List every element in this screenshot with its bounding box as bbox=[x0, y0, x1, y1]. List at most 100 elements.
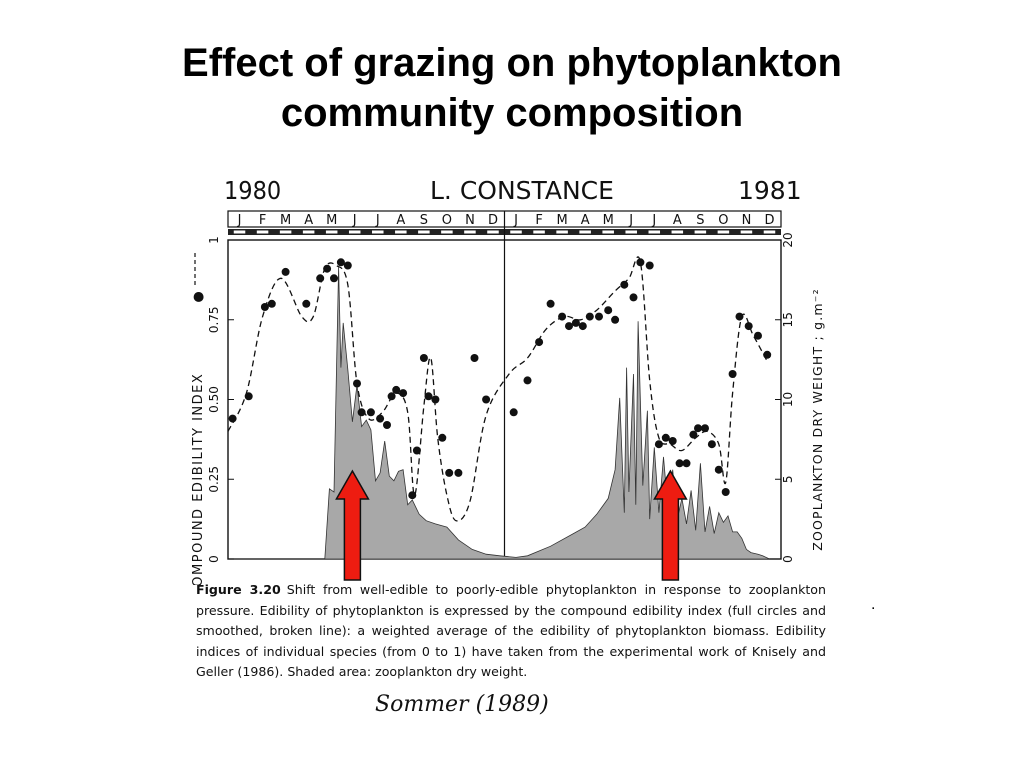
month-label: J bbox=[375, 213, 380, 228]
edibility-point bbox=[431, 395, 440, 404]
sampling-bar-gap bbox=[441, 230, 453, 234]
edibility-point bbox=[383, 421, 391, 429]
month-label: J bbox=[237, 213, 242, 228]
left-axis-symbol: ● bbox=[191, 291, 206, 302]
edibility-point bbox=[645, 261, 654, 270]
sampling-bar-gap bbox=[348, 230, 361, 234]
edibility-point bbox=[366, 408, 375, 417]
edibility-point bbox=[343, 261, 352, 270]
edibility-point bbox=[585, 312, 594, 321]
caption-label: Figure 3.20 bbox=[196, 582, 281, 597]
figure: 1980 L. CONSTANCE 1981 J F M A M J J A S O N D J F M A M J J A… bbox=[180, 165, 835, 725]
red-arrow-annotation bbox=[653, 469, 688, 581]
month-label: F bbox=[535, 213, 542, 228]
edibility-point bbox=[675, 459, 684, 468]
sampling-bar-gap bbox=[671, 230, 684, 234]
edibility-point bbox=[399, 389, 408, 398]
edibility-point bbox=[482, 395, 491, 404]
sampling-bar-gap bbox=[302, 230, 315, 234]
edibility-point bbox=[595, 312, 603, 321]
edibility-point bbox=[694, 424, 702, 433]
left-tick-label: 0.75 bbox=[207, 306, 221, 333]
citation-signature: Sommer (1989) bbox=[375, 692, 549, 717]
month-label: J bbox=[651, 213, 656, 228]
sampling-bar-gap bbox=[625, 230, 637, 234]
month-label: O bbox=[718, 213, 728, 228]
edibility-point bbox=[419, 354, 428, 362]
edibility-point bbox=[668, 437, 677, 445]
edibility-point bbox=[330, 274, 338, 283]
year-left-label: 1980 bbox=[224, 176, 281, 205]
sampling-bar-gap bbox=[717, 230, 730, 234]
zooplankton-area bbox=[228, 267, 770, 560]
month-label: M bbox=[556, 213, 567, 228]
sampling-bar-gap bbox=[418, 230, 430, 234]
sampling-bar-gap bbox=[763, 230, 776, 234]
month-label: M bbox=[326, 213, 337, 228]
edibility-point bbox=[728, 370, 737, 378]
edibility-point bbox=[754, 331, 762, 340]
edibility-point bbox=[707, 440, 716, 449]
edibility-point bbox=[357, 408, 366, 417]
sampling-bar-gap bbox=[533, 230, 545, 234]
month-label: A bbox=[304, 213, 313, 228]
edibility-point bbox=[445, 468, 454, 477]
edibility-point bbox=[611, 315, 620, 324]
month-label: S bbox=[696, 213, 704, 228]
sampling-bar-gap bbox=[487, 230, 499, 234]
edibility-point bbox=[244, 392, 253, 401]
month-label: M bbox=[603, 213, 614, 228]
month-label: D bbox=[488, 213, 498, 228]
edibility-point bbox=[470, 354, 479, 362]
sampling-bar-gap bbox=[279, 230, 292, 234]
sampling-bar-gap bbox=[740, 230, 753, 234]
edibility-point bbox=[353, 379, 361, 388]
edibility-point bbox=[714, 465, 723, 474]
month-label: A bbox=[673, 213, 682, 228]
right-tick-label: 10 bbox=[781, 392, 795, 407]
left-tick-label: 0.25 bbox=[207, 466, 221, 493]
left-tick-label: 0.50 bbox=[207, 386, 221, 413]
figure-caption: Figure 3.20 Shift from well-edible to poo… bbox=[196, 580, 826, 683]
sampling-bar-gap bbox=[579, 230, 591, 234]
stray-mark: . bbox=[871, 596, 876, 613]
month-label: D bbox=[764, 213, 774, 228]
sampling-bar-gap bbox=[510, 230, 522, 234]
edibility-point bbox=[661, 433, 670, 442]
right-tick-label: 20 bbox=[781, 232, 795, 247]
right-tick-label: 0 bbox=[781, 555, 795, 563]
edibility-point bbox=[260, 303, 269, 311]
left-axis-label: COMPOUND EDIBILITY INDEX bbox=[191, 373, 206, 585]
edibility-point bbox=[654, 440, 663, 449]
edibility-point bbox=[629, 293, 638, 302]
month-label: O bbox=[442, 213, 452, 228]
edibility-point bbox=[535, 338, 544, 347]
month-label: M bbox=[280, 213, 291, 228]
month-label: S bbox=[420, 213, 428, 228]
right-axis-label: ZOOPLANKTON DRY WEIGHT ; g.m⁻² bbox=[810, 288, 825, 551]
edibility-point bbox=[620, 280, 629, 289]
month-label: A bbox=[396, 213, 405, 228]
edibility-point bbox=[701, 424, 709, 433]
edibility-point bbox=[689, 430, 698, 439]
edibility-point bbox=[438, 433, 447, 442]
edibility-point bbox=[509, 408, 518, 417]
sampling-bar-gap bbox=[556, 230, 568, 234]
edibility-point bbox=[721, 488, 730, 496]
left-tick-label: 0 bbox=[207, 555, 221, 563]
slide-title-line-2: community composition bbox=[280, 91, 744, 135]
red-arrow-annotation bbox=[335, 469, 370, 581]
year-right-label: 1981 bbox=[738, 176, 802, 205]
edibility-point bbox=[392, 385, 401, 394]
edibility-point bbox=[302, 299, 311, 308]
chart-title: L. CONSTANCE bbox=[430, 176, 614, 205]
sampling-bar-gap bbox=[694, 230, 707, 234]
left-tick-label: 1 bbox=[207, 236, 221, 244]
edibility-point bbox=[558, 312, 567, 321]
edibility-point bbox=[412, 446, 421, 455]
sampling-bar-gap bbox=[648, 230, 661, 234]
edibility-point bbox=[267, 299, 276, 308]
edibility-point bbox=[376, 414, 385, 423]
edibility-point bbox=[546, 299, 555, 308]
edibility-point bbox=[408, 491, 417, 500]
